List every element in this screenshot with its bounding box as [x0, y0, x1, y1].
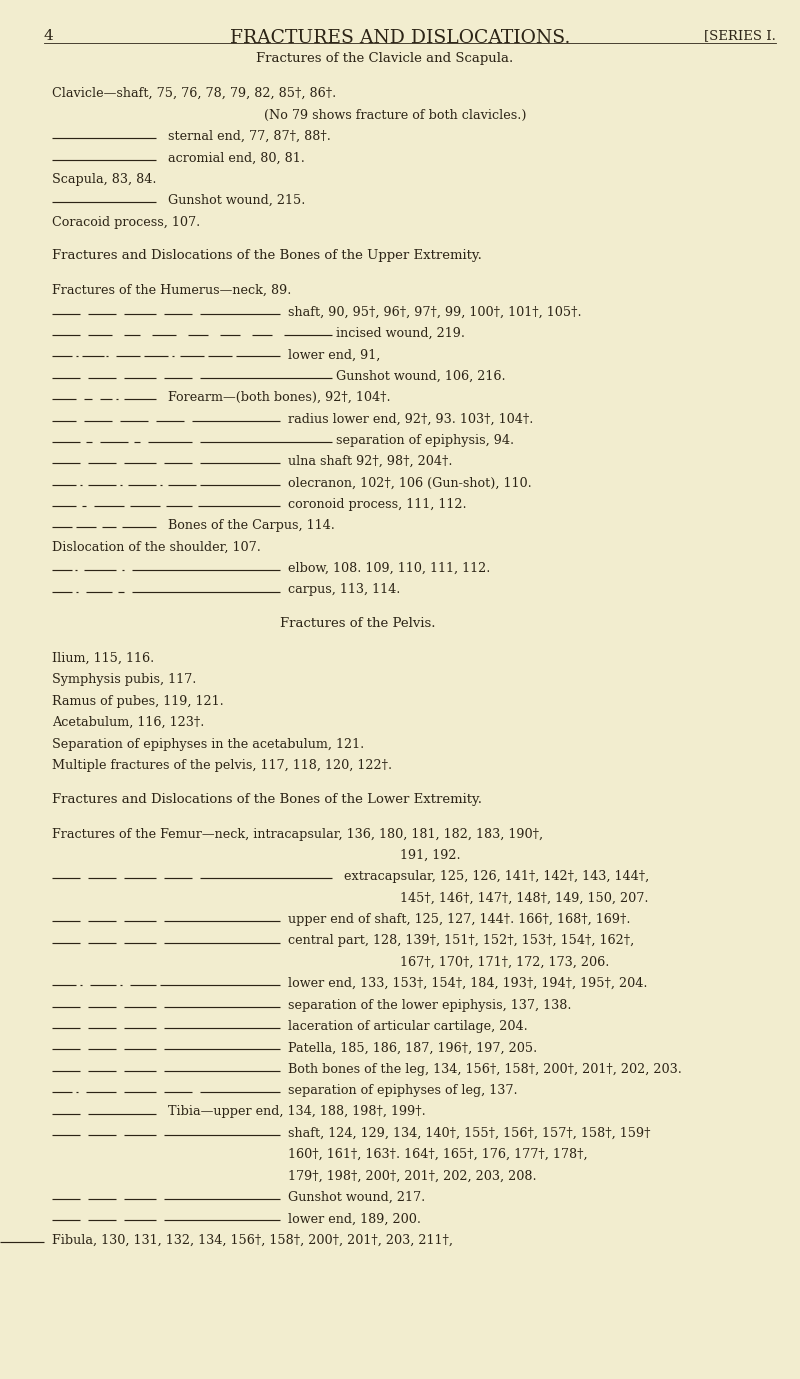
- Text: Gunshot wound, 106, 216.: Gunshot wound, 106, 216.: [336, 370, 506, 382]
- Text: Fibula, 130, 131, 132, 134, 156†, 158†, 200†, 201†, 203, 211†,: Fibula, 130, 131, 132, 134, 156†, 158†, …: [52, 1234, 453, 1247]
- Text: separation of epiphyses of leg, 137.: separation of epiphyses of leg, 137.: [288, 1084, 518, 1098]
- Text: Gunshot wound, 217.: Gunshot wound, 217.: [288, 1191, 426, 1204]
- Text: shaft, 90, 95†, 96†, 97†, 99, 100†, 101†, 105†.: shaft, 90, 95†, 96†, 97†, 99, 100†, 101†…: [288, 306, 582, 319]
- Text: 191, 192.: 191, 192.: [400, 849, 461, 862]
- Text: elbow, 108. 109, 110, 111, 112.: elbow, 108. 109, 110, 111, 112.: [288, 563, 490, 575]
- Text: [SERIES I.: [SERIES I.: [704, 29, 776, 41]
- Text: FRACTURES AND DISLOCATIONS.: FRACTURES AND DISLOCATIONS.: [230, 29, 570, 47]
- Text: Symphysis pubis, 117.: Symphysis pubis, 117.: [52, 673, 196, 687]
- Text: acromial end, 80, 81.: acromial end, 80, 81.: [168, 152, 305, 164]
- Text: Fractures of the Pelvis.: Fractures of the Pelvis.: [280, 618, 435, 630]
- Text: Tibia—upper end, 134, 188, 198†, 199†.: Tibia—upper end, 134, 188, 198†, 199†.: [168, 1106, 426, 1118]
- Text: central part, 128, 139†, 151†, 152†, 153†, 154†, 162†,: central part, 128, 139†, 151†, 152†, 153…: [288, 935, 634, 947]
- Text: Clavicle—shaft, 75, 76, 78, 79, 82, 85†, 86†.: Clavicle—shaft, 75, 76, 78, 79, 82, 85†,…: [52, 87, 336, 101]
- Text: Bones of the Carpus, 114.: Bones of the Carpus, 114.: [168, 520, 335, 532]
- Text: Fractures of the Clavicle and Scapula.: Fractures of the Clavicle and Scapula.: [256, 52, 514, 65]
- Text: carpus, 113, 114.: carpus, 113, 114.: [288, 583, 400, 596]
- Text: Separation of epiphyses in the acetabulum, 121.: Separation of epiphyses in the acetabulu…: [52, 738, 364, 750]
- Text: ulna shaft 92†, 98†, 204†.: ulna shaft 92†, 98†, 204†.: [288, 455, 453, 467]
- Text: Fractures of the Femur—neck, intracapsular, 136, 180, 181, 182, 183, 190†,: Fractures of the Femur—neck, intracapsul…: [52, 827, 543, 841]
- Text: Fractures and Dislocations of the Bones of the Lower Extremity.: Fractures and Dislocations of the Bones …: [52, 793, 482, 805]
- Text: Fractures of the Humerus—neck, 89.: Fractures of the Humerus—neck, 89.: [52, 284, 291, 296]
- Text: (No 79 shows fracture of both clavicles.): (No 79 shows fracture of both clavicles.…: [264, 109, 526, 121]
- Text: upper end of shaft, 125, 127, 144†. 166†, 168†, 169†.: upper end of shaft, 125, 127, 144†. 166†…: [288, 913, 630, 927]
- Text: 160†, 161†, 163†. 164†, 165†, 176, 177†, 178†,: 160†, 161†, 163†. 164†, 165†, 176, 177†,…: [288, 1149, 588, 1161]
- Text: lower end, 133, 153†, 154†, 184, 193†, 194†, 195†, 204.: lower end, 133, 153†, 154†, 184, 193†, 1…: [288, 978, 647, 990]
- Text: Forearm—(both bones), 92†, 104†.: Forearm—(both bones), 92†, 104†.: [168, 392, 390, 404]
- Text: coronoid process, 111, 112.: coronoid process, 111, 112.: [288, 498, 466, 510]
- Text: 4: 4: [44, 29, 54, 43]
- Text: 167†, 170†, 171†, 172, 173, 206.: 167†, 170†, 171†, 172, 173, 206.: [400, 956, 610, 969]
- Text: Scapula, 83, 84.: Scapula, 83, 84.: [52, 172, 157, 186]
- Text: shaft, 124, 129, 134, 140†, 155†, 156†, 157†, 158†, 159†: shaft, 124, 129, 134, 140†, 155†, 156†, …: [288, 1127, 650, 1140]
- Text: Ramus of pubes, 119, 121.: Ramus of pubes, 119, 121.: [52, 695, 224, 707]
- Text: lower end, 189, 200.: lower end, 189, 200.: [288, 1212, 421, 1226]
- Text: separation of the lower epiphysis, 137, 138.: separation of the lower epiphysis, 137, …: [288, 998, 571, 1012]
- Text: 179†, 198†, 200†, 201†, 202, 203, 208.: 179†, 198†, 200†, 201†, 202, 203, 208.: [288, 1169, 537, 1183]
- Text: lower end, 91,: lower end, 91,: [288, 349, 380, 361]
- Text: Gunshot wound, 215.: Gunshot wound, 215.: [168, 194, 306, 207]
- Text: Both bones of the leg, 134, 156†, 158†, 200†, 201†, 202, 203.: Both bones of the leg, 134, 156†, 158†, …: [288, 1063, 682, 1076]
- Text: Patella, 185, 186, 187, 196†, 197, 205.: Patella, 185, 186, 187, 196†, 197, 205.: [288, 1041, 538, 1055]
- Text: separation of epiphysis, 94.: separation of epiphysis, 94.: [336, 434, 514, 447]
- Text: radius lower end, 92†, 93. 103†, 104†.: radius lower end, 92†, 93. 103†, 104†.: [288, 412, 534, 425]
- Text: extracapsular, 125, 126, 141†, 142†, 143, 144†,: extracapsular, 125, 126, 141†, 142†, 143…: [344, 870, 650, 884]
- Text: Ilium, 115, 116.: Ilium, 115, 116.: [52, 652, 154, 665]
- Text: Coracoid process, 107.: Coracoid process, 107.: [52, 215, 200, 229]
- Text: incised wound, 219.: incised wound, 219.: [336, 327, 465, 339]
- Text: Multiple fractures of the pelvis, 117, 118, 120, 122†.: Multiple fractures of the pelvis, 117, 1…: [52, 758, 392, 772]
- Text: laceration of articular cartilage, 204.: laceration of articular cartilage, 204.: [288, 1020, 528, 1033]
- Text: sternal end, 77, 87†, 88†.: sternal end, 77, 87†, 88†.: [168, 130, 331, 143]
- Text: olecranon, 102†, 106 (Gun-shot), 110.: olecranon, 102†, 106 (Gun-shot), 110.: [288, 477, 532, 490]
- Text: 145†, 146†, 147†, 148†, 149, 150, 207.: 145†, 146†, 147†, 148†, 149, 150, 207.: [400, 892, 649, 905]
- Text: Fractures and Dislocations of the Bones of the Upper Extremity.: Fractures and Dislocations of the Bones …: [52, 250, 482, 262]
- Text: Dislocation of the shoulder, 107.: Dislocation of the shoulder, 107.: [52, 541, 261, 553]
- Text: Acetabulum, 116, 123†.: Acetabulum, 116, 123†.: [52, 716, 204, 729]
